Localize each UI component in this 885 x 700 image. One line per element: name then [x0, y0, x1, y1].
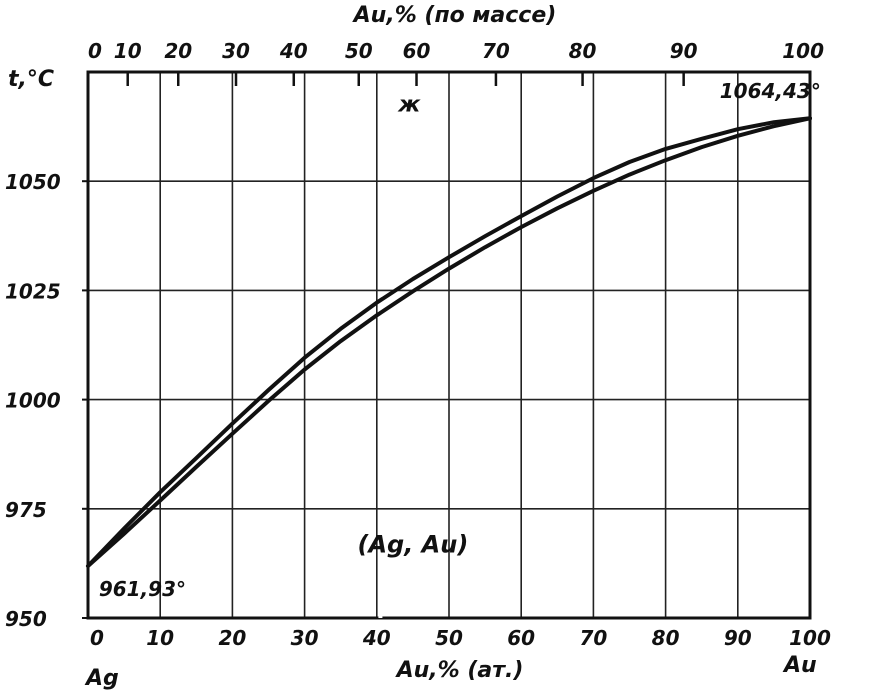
top-tick-label: 40	[279, 39, 308, 63]
liquid-region-label: ж	[397, 92, 421, 117]
x-tick-label: 70	[579, 626, 607, 650]
top-tick-label: 0	[88, 39, 102, 63]
plot-frame	[86, 70, 812, 620]
top-axis-label: Au,% (по массе)	[352, 3, 557, 28]
y-tick-label: 1000	[5, 389, 61, 413]
x-axis-label: Au,% (ат.)	[395, 658, 524, 683]
top-tick-label: 30	[222, 39, 250, 63]
top-tick-label: 10	[114, 39, 142, 63]
melting-point-au-label: 1064,43°	[720, 79, 821, 103]
top-tick-label: 100	[782, 39, 824, 63]
solidus-line	[86, 116, 812, 568]
top-tick-label: 20	[164, 39, 192, 63]
x-tick-label: 40	[362, 626, 391, 650]
tick-labels: 0 10 20 30 40 50 60 70 80 90 100950975100010251050…	[5, 39, 831, 650]
endpoint-label-au: Au	[782, 653, 817, 678]
x-tick-label: 100	[789, 626, 831, 650]
x-tick-label: 0	[90, 626, 104, 650]
y-tick-label: 950	[5, 607, 47, 631]
annotations: 961,93° 1064,43° ж (Ag, Au)	[99, 79, 821, 618]
endpoint-label-ag: Ag	[84, 666, 119, 691]
x-tick-label: 10	[146, 626, 174, 650]
tick-marks	[82, 72, 812, 619]
grid-lines	[88, 72, 810, 618]
y-tick-label: 1025	[5, 279, 61, 303]
y-tick-label: 1050	[5, 170, 61, 194]
top-tick-label: 50	[345, 39, 373, 63]
y-axis-label: t,°C	[8, 67, 54, 92]
x-tick-label: 90	[724, 626, 752, 650]
x-tick-label: 20	[218, 626, 246, 650]
x-tick-label: 80	[652, 626, 680, 650]
top-tick-label: 90	[670, 39, 698, 63]
x-tick-label: 50	[435, 626, 463, 650]
melting-point-ag-label: 961,93°	[99, 577, 186, 601]
top-tick-label: 70	[482, 39, 510, 63]
liquidus-line	[86, 116, 812, 568]
y-tick-label: 975	[5, 498, 47, 522]
top-tick-label: 80	[569, 39, 597, 63]
top-tick-label: 60	[403, 39, 431, 63]
solid-solution-label: (Ag, Au)	[357, 530, 468, 558]
series-group	[86, 116, 812, 568]
x-tick-label: 60	[507, 626, 535, 650]
x-tick-label: 30	[291, 626, 319, 650]
